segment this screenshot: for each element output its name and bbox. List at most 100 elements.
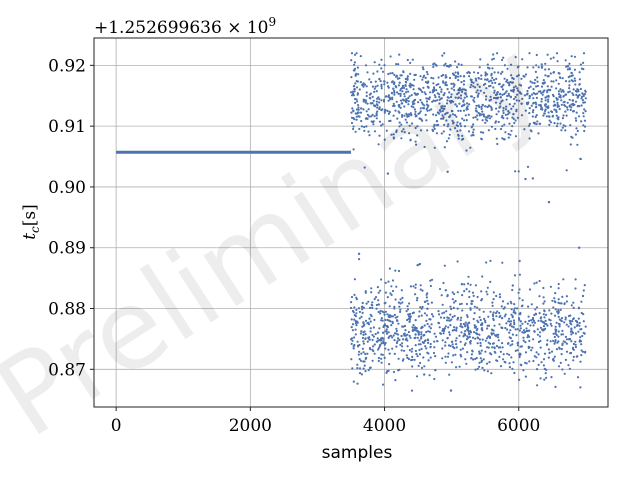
scatter-point xyxy=(420,314,423,317)
scatter-point xyxy=(560,333,563,336)
scatter-point xyxy=(408,316,411,319)
scatter-point xyxy=(558,347,561,350)
scatter-point xyxy=(480,298,484,301)
scatter-point xyxy=(459,348,462,351)
scatter-point xyxy=(504,131,507,134)
scatter-point xyxy=(452,113,455,116)
scatter-point xyxy=(582,115,585,118)
scatter-point xyxy=(486,78,489,81)
scatter-point xyxy=(518,355,521,359)
scatter-point xyxy=(460,355,463,358)
scatter-point xyxy=(489,84,492,87)
scatter-point xyxy=(367,369,370,372)
scatter-point xyxy=(553,314,557,317)
scatter-point xyxy=(554,325,557,328)
scatter-point xyxy=(448,133,451,136)
scatter-point xyxy=(361,305,364,308)
scatter-point xyxy=(560,320,563,323)
scatter-point xyxy=(503,77,506,80)
scatter-point xyxy=(364,290,367,293)
scatter-point xyxy=(576,376,580,379)
scatter-point xyxy=(417,343,420,346)
scatter-point xyxy=(553,297,556,300)
scatter-point xyxy=(525,362,528,365)
scatter-point xyxy=(455,343,458,346)
scatter-point xyxy=(391,289,395,293)
scatter-point xyxy=(480,77,483,81)
scatter-point xyxy=(376,70,379,73)
scatter-point xyxy=(424,113,427,116)
scatter-point xyxy=(509,322,512,326)
scatter-point xyxy=(447,123,450,126)
scatter-point xyxy=(350,301,353,304)
scatter-point xyxy=(456,121,459,124)
scatter-point xyxy=(489,95,492,98)
scatter-point xyxy=(505,98,508,101)
scatter-point xyxy=(555,110,558,113)
scatter-point xyxy=(466,351,469,354)
scatter-point xyxy=(397,63,400,66)
scatter-point xyxy=(420,366,424,369)
scatter-point xyxy=(527,305,530,308)
scatter-point xyxy=(443,146,446,149)
scatter-point xyxy=(463,103,466,106)
scatter-point xyxy=(373,115,376,118)
scatter-point xyxy=(430,278,434,281)
scatter-point xyxy=(490,74,493,77)
scatter-point xyxy=(577,115,581,118)
scatter-point xyxy=(481,110,484,113)
scatter-point xyxy=(389,72,392,75)
scatter-point xyxy=(448,331,451,334)
scatter-point xyxy=(431,89,434,92)
scatter-point xyxy=(484,72,487,75)
scatter-point xyxy=(572,342,576,346)
scatter-point xyxy=(413,78,416,81)
scatter-point xyxy=(512,97,516,101)
scatter-point xyxy=(394,316,397,319)
scatter-point xyxy=(557,315,560,318)
scatter-point xyxy=(416,134,419,137)
scatter-point xyxy=(457,97,460,100)
scatter-point xyxy=(406,318,409,322)
scatter-point xyxy=(494,351,497,354)
scatter-point xyxy=(432,99,435,102)
scatter-point xyxy=(506,94,509,98)
scatter-point xyxy=(351,339,354,342)
scatter-point xyxy=(420,307,423,310)
scatter-point xyxy=(366,102,369,105)
scatter-point xyxy=(562,114,565,117)
x-axis-label: samples xyxy=(322,443,393,463)
scatter-point xyxy=(476,295,479,299)
scatter-point xyxy=(427,330,430,333)
scatter-point xyxy=(574,319,578,322)
scatter-point xyxy=(432,65,435,68)
scatter-point xyxy=(582,61,585,64)
scatter-point xyxy=(452,82,455,85)
scatter-point xyxy=(571,330,574,333)
scatter-point xyxy=(568,80,571,83)
scatter-point xyxy=(530,303,533,306)
scatter-point xyxy=(464,330,467,333)
scatter-point xyxy=(511,343,514,346)
scatter-point xyxy=(562,124,565,127)
scatter-point xyxy=(570,328,573,331)
scatter-point xyxy=(384,301,387,304)
scatter-point xyxy=(392,136,395,139)
scatter-point xyxy=(538,104,541,107)
scatter-point xyxy=(535,313,538,316)
scatter-point xyxy=(564,105,567,108)
scatter-point xyxy=(535,356,538,359)
scatter-point xyxy=(466,326,469,329)
scatter-point xyxy=(411,329,414,332)
scatter-point xyxy=(482,310,485,313)
scatter-point xyxy=(419,284,422,287)
scatter-point xyxy=(386,370,389,373)
scatter-point xyxy=(552,339,555,342)
scatter-point xyxy=(481,104,484,107)
scatter-point xyxy=(543,300,546,303)
scatter-point xyxy=(472,317,475,321)
scatter-point xyxy=(481,366,484,369)
scatter-point xyxy=(410,359,413,362)
scatter-point xyxy=(483,115,486,118)
scatter-point xyxy=(362,324,365,327)
